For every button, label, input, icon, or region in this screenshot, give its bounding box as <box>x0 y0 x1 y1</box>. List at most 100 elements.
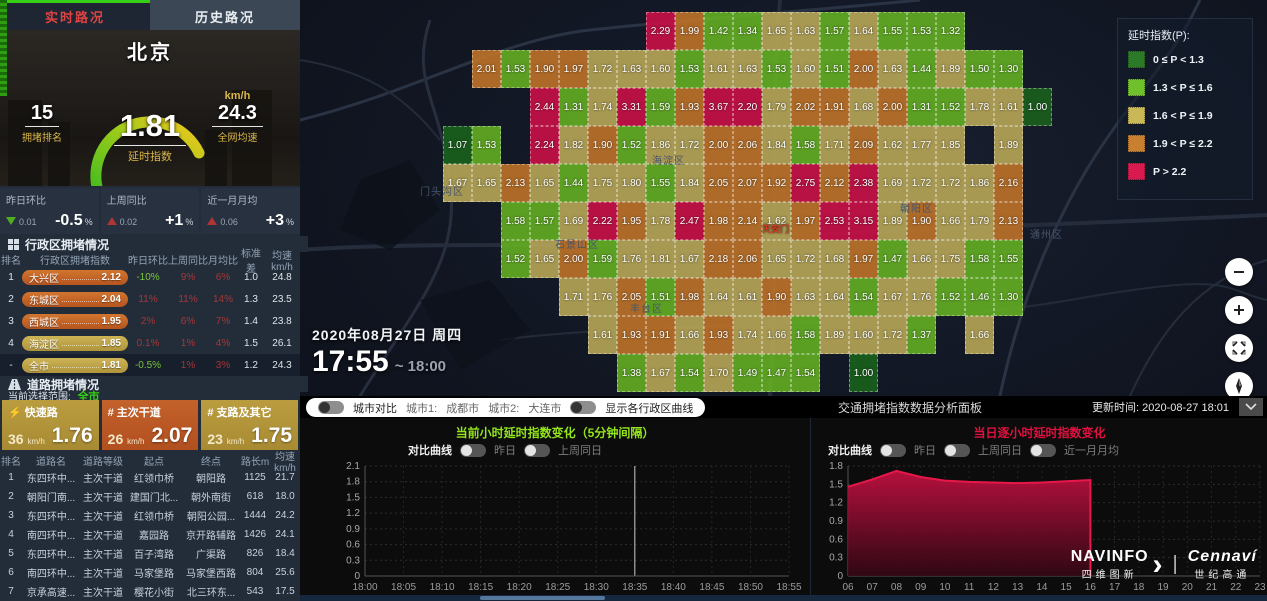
heatmap-cell: 1.74 <box>733 316 762 354</box>
road-row[interactable]: 4 南四环中... 主次干道 嘉园路 京开路辅路 1426 24.1 <box>0 525 300 544</box>
compare-toggle[interactable] <box>524 443 550 457</box>
svg-text:18:30: 18:30 <box>584 582 609 593</box>
road-cell: 7 <box>8 586 14 597</box>
heatmap-cell: 1.82 <box>559 126 588 164</box>
city-compare-toggle[interactable] <box>318 401 344 414</box>
svg-text:21: 21 <box>1206 582 1218 593</box>
horizontal-scrollbar[interactable] <box>0 595 1267 601</box>
svg-text:18:15: 18:15 <box>468 582 493 593</box>
compass-button[interactable] <box>1225 372 1253 396</box>
road-cell: 东四环中... <box>26 512 76 523</box>
heatmap-cell: 1.66 <box>936 202 965 240</box>
district-index: 2.12 <box>101 272 121 284</box>
road-cell: 18.4 <box>275 548 295 559</box>
district-row[interactable]: 3 西城区 1.95 2% 6% 7% 1.4 23.8 <box>0 311 300 333</box>
road-class-index: 1.76 <box>51 424 93 447</box>
heatmap-cell: 1.61 <box>588 316 617 354</box>
heatmap-cell: 1.95 <box>617 202 646 240</box>
svg-text:08: 08 <box>891 582 903 593</box>
district-row[interactable]: 4 海淀区 1.85 0.1% 1% 4% 1.5 26.1 <box>0 332 300 354</box>
road-cell: 红领巾桥 <box>134 474 174 485</box>
heatmap-cell: 1.76 <box>907 278 936 316</box>
district-curves-toggle[interactable] <box>570 401 597 414</box>
heatmap-cell: 1.64 <box>704 278 733 316</box>
city2-value[interactable]: 大连市 <box>528 402 562 415</box>
svg-text:09: 09 <box>915 582 927 593</box>
tab-realtime-traffic[interactable]: 实时路况 <box>0 0 150 30</box>
collapse-panel-button[interactable] <box>1239 398 1263 416</box>
road-row[interactable]: 6 南四环中... 主次干道 马家堡路 马家堡西路 804 25.6 <box>0 563 300 582</box>
traffic-heatmap-map[interactable]: 2.29 1.99 1.42 1.34 1.65 1.63 1.57 1.64 1.55 1.53… <box>300 0 1267 396</box>
column-header: 均速km/h <box>274 451 296 474</box>
legend-swatch <box>1128 135 1145 152</box>
city1-value[interactable]: 成都市 <box>446 402 480 415</box>
time-slot-start: 17:55 <box>312 345 389 378</box>
road-row[interactable]: 2 朝阳门南... 主次干道 建国门北... 朝外南街 618 18.0 <box>0 487 300 506</box>
update-time-value: 2020-08-27 18:01 <box>1142 402 1229 414</box>
building-silhouette <box>8 100 42 186</box>
compare-toggle[interactable] <box>460 443 486 457</box>
heatmap-cell: 1.75 <box>588 164 617 202</box>
district-row[interactable]: 1 大兴区 2.12 -10% 9% 6% 1.0 24.8 <box>0 267 300 289</box>
heatmap-cell: 2.09 <box>849 126 878 164</box>
column-header: 月均比 <box>208 256 238 267</box>
road-row[interactable]: 7 京承高速... 主次干道 樱花小街 北三环东... 543 17.5 <box>0 582 300 601</box>
building-silhouette <box>232 90 272 186</box>
compass-icon <box>1236 378 1242 394</box>
pct-vs-month: 7% <box>215 315 231 327</box>
scrollbar-thumb[interactable] <box>480 596 605 600</box>
road-row[interactable]: 1 东四环中... 主次干道 红领巾桥 朝阳路 1125 21.7 <box>0 468 300 487</box>
road-row[interactable]: 5 东四环中... 主次干道 百子湾路 广渠路 826 18.4 <box>0 544 300 563</box>
delay-index-value: 1.81 <box>113 108 187 146</box>
compare-toggle[interactable] <box>1030 443 1056 457</box>
heatmap-cell: 1.54 <box>675 354 704 392</box>
heatmap-cell: 2.05 <box>704 164 733 202</box>
road-class-speed: 23 km/h <box>207 431 245 447</box>
compare-toggle[interactable] <box>880 443 906 457</box>
svg-text:20: 20 <box>1182 582 1194 593</box>
fullscreen-button[interactable] <box>1225 334 1253 362</box>
current-hour-chart: 0 0.3 0.6 0.9 1.2 1.5 1.8 2.1 18:00 18:05 18:10 18:… <box>346 461 802 593</box>
district-table-header: 排名 行政区拥堵指数 昨日环比 上周同比 月均比 标准差 均速km/h <box>0 249 300 275</box>
heatmap-cell: 1.52 <box>501 240 530 278</box>
zoom-out-button[interactable] <box>1225 258 1253 286</box>
city1-label: 城市1: <box>406 402 438 415</box>
heatmap-cell: 1.78 <box>965 88 994 126</box>
heatmap-cell: 1.66 <box>965 316 994 354</box>
pct-vs-month: 3% <box>215 359 231 371</box>
heatmap-cell: 1.44 <box>559 164 588 202</box>
right-chart-title: 当日逐小时延时指数变化 <box>973 426 1106 440</box>
column-header: 路长m <box>240 457 270 468</box>
road-class-card[interactable]: ⚡ 快速路 36 km/h 1.76 <box>2 400 99 450</box>
heatmap-cell: 1.92 <box>762 164 791 202</box>
heatmap-cell: 2.13 <box>994 202 1023 240</box>
pct-vs-yesterday: 2% <box>140 315 156 327</box>
heatmap-cell: 1.66 <box>762 316 791 354</box>
road-class-card[interactable]: # 支路及其它 23 km/h 1.75 <box>201 400 299 450</box>
compare-toggle[interactable] <box>944 443 970 457</box>
road-class-card[interactable]: # 主次干道 26 km/h 2.07 <box>101 400 199 450</box>
zoom-in-button[interactable] <box>1225 296 1253 324</box>
summary-stat: 近一月月均 0.06 +3 % <box>201 188 301 234</box>
heatmap-cell: 1.72 <box>878 316 907 354</box>
heatmap-cell: 2.00 <box>849 50 878 88</box>
heatmap-cell: 1.53 <box>675 50 704 88</box>
svg-text:1.5: 1.5 <box>346 492 360 503</box>
tab-history-traffic[interactable]: 历史路况 <box>150 0 300 30</box>
hourly-today-chart: 0 0.3 0.6 0.9 1.2 1.5 1.8 06 07 08 09 10 11 12 13 14 15 1… <box>829 461 1266 593</box>
compare-curves-label: 对比曲线 <box>828 445 872 457</box>
legend-label: 1.9 < P ≤ 2.2 <box>1153 137 1213 150</box>
district-row[interactable]: 2 东城区 2.04 11% 11% 14% 1.3 23.5 <box>0 289 300 311</box>
district-row[interactable]: - 全市 1.81 -0.5% 1% 3% 1.2 24.3 <box>0 354 300 376</box>
heatmap-cell: 1.91 <box>646 316 675 354</box>
road-cell: 24.2 <box>275 510 295 521</box>
svg-text:22: 22 <box>1230 582 1242 593</box>
road-cell: 主次干道 <box>83 531 123 542</box>
heatmap-cell: 1.46 <box>965 278 994 316</box>
road-row[interactable]: 3 东四环中... 主次干道 红领巾桥 朝阳公园... 1444 24.2 <box>0 506 300 525</box>
heatmap-cell: 1.61 <box>733 278 762 316</box>
summary-stat: 上周同比 0.02 +1 % <box>100 188 200 234</box>
road-cell: 南四环中... <box>26 569 76 580</box>
cennavi-wordmark: Cennaví <box>1187 548 1257 565</box>
column-header: 道路名 <box>36 457 66 468</box>
